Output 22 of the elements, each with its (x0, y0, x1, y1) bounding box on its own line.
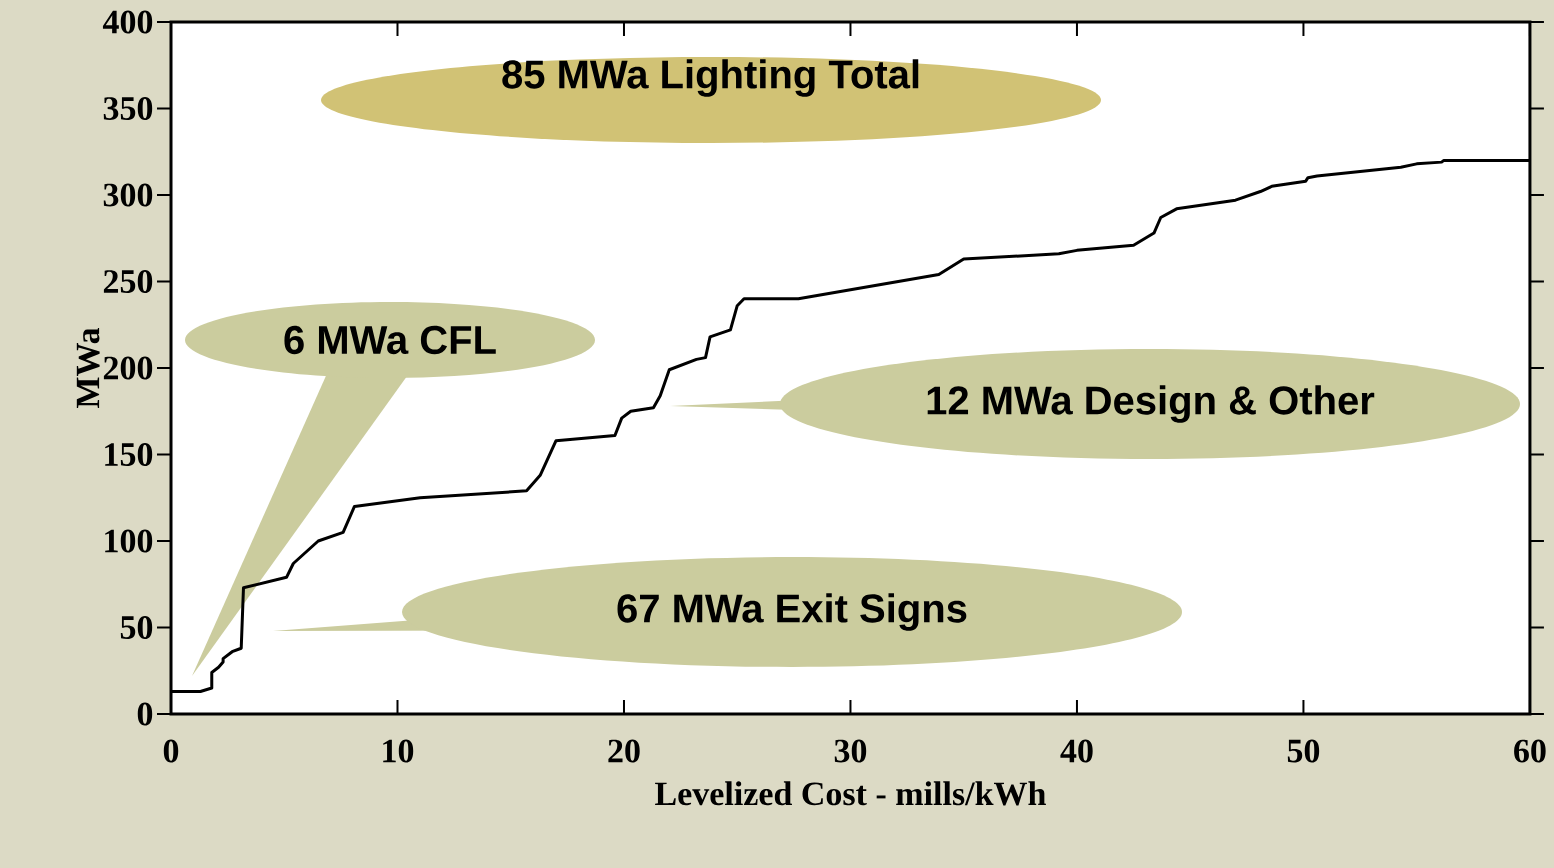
y-tick-label: 400 (102, 10, 153, 34)
y-tick-label: 300 (103, 183, 153, 207)
x-tick-label: 30 (834, 739, 867, 763)
y-tick-label: 100 (105, 529, 153, 553)
x-tick-label: 60 (1514, 739, 1546, 763)
x-tick-label: 20 (608, 739, 640, 763)
x-tick-label: 10 (383, 739, 414, 763)
x-tick-label: 50 (1287, 739, 1320, 763)
annotation: 12 MWa Design & Other (927, 385, 1375, 423)
annotation: 6 MWa CFL (284, 325, 496, 355)
y-tick-label: 250 (103, 270, 153, 293)
y-tick-label: 200 (103, 356, 153, 380)
x-tick-label: 40 (1060, 739, 1093, 763)
x-tick-label: 0 (163, 739, 179, 763)
x-axis-title: Levelized Cost - mills/kWh (655, 781, 1046, 806)
y-tick-label: 350 (103, 97, 153, 120)
annotation: 67 MWa Exit Signs (617, 593, 967, 631)
y-tick-label: 150 (105, 443, 153, 466)
y-tick-label: 0 (137, 702, 153, 726)
y-tick-label: 50 (120, 616, 153, 639)
y-axis-title: MWa (76, 327, 100, 409)
annotation: 85 MWa Lighting Total (502, 59, 919, 97)
